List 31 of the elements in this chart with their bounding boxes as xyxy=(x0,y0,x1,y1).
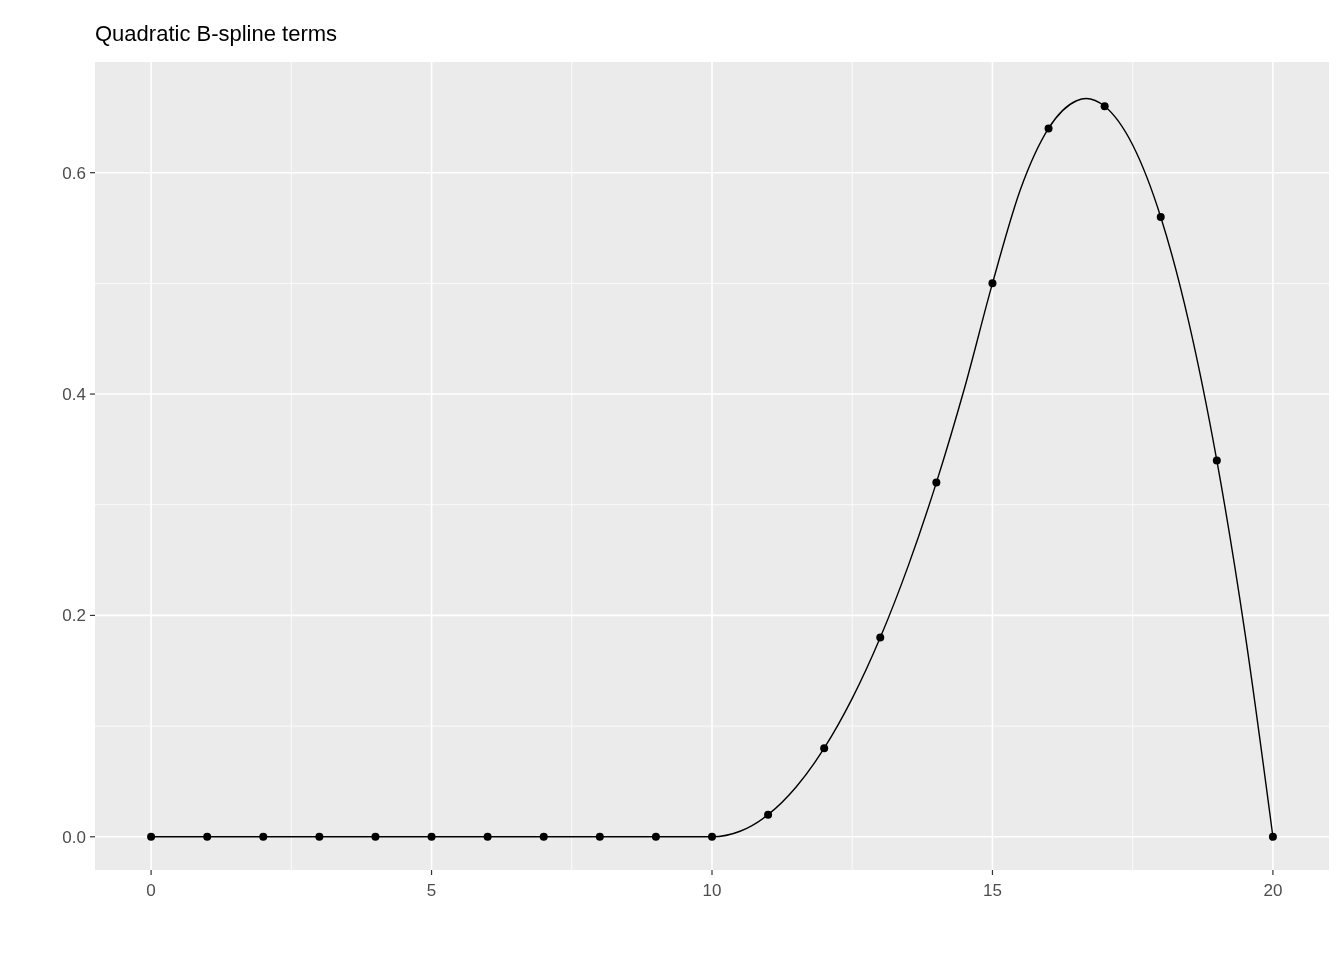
point xyxy=(539,832,548,841)
y-tick-label: 0.2 xyxy=(62,606,86,626)
point xyxy=(203,832,212,841)
point xyxy=(1156,212,1165,221)
point xyxy=(259,832,268,841)
point xyxy=(1044,124,1053,133)
y-tick-label: 0.4 xyxy=(62,385,86,405)
point xyxy=(820,744,829,753)
point xyxy=(651,832,660,841)
x-tick-label: 0 xyxy=(146,881,156,900)
y-tick-label: 0.6 xyxy=(62,163,86,183)
x-tick-label: 15 xyxy=(982,881,1002,900)
point xyxy=(371,832,380,841)
y-tick-label: 0.0 xyxy=(62,827,86,847)
point xyxy=(483,832,492,841)
x-tick-label: 10 xyxy=(702,881,722,900)
x-tick-label: 5 xyxy=(426,881,437,900)
point xyxy=(932,478,941,487)
chart-title: Quadratic B-spline terms xyxy=(95,21,338,46)
point xyxy=(147,832,156,841)
point xyxy=(988,279,997,288)
point xyxy=(427,832,436,841)
point xyxy=(708,832,716,841)
point xyxy=(595,832,604,841)
point xyxy=(1268,832,1277,841)
point xyxy=(315,832,324,841)
point xyxy=(1100,102,1109,111)
x-tick-label: 20 xyxy=(1263,881,1283,900)
point xyxy=(1212,456,1221,465)
point xyxy=(764,810,773,819)
point xyxy=(876,633,885,642)
